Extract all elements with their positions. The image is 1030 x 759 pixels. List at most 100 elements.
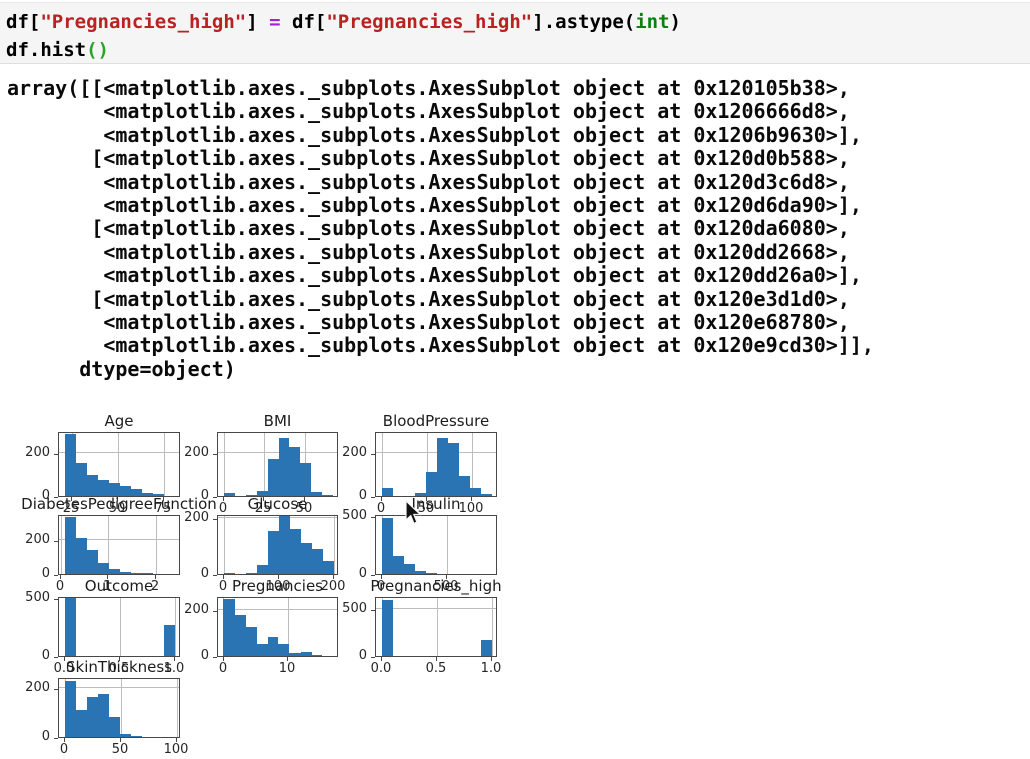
code-line[interactable]: df.hist() xyxy=(6,36,1030,64)
hist-bar xyxy=(257,491,268,496)
x-tick-label: 25 xyxy=(254,501,272,516)
hist-bar xyxy=(300,463,311,496)
y-tick-mark xyxy=(371,610,375,611)
y-tick-mark xyxy=(54,575,58,576)
hist-bar xyxy=(481,494,492,496)
hist-bar xyxy=(268,459,279,496)
hist-bar xyxy=(289,447,300,496)
gridline xyxy=(447,516,448,574)
subplot-title-outcome: Outcome xyxy=(84,577,154,595)
hist-bar xyxy=(290,529,301,574)
output-line: <matplotlib.axes._subplots.AxesSubplot o… xyxy=(7,99,850,124)
gridline xyxy=(72,433,73,496)
x-tick-mark xyxy=(223,657,224,661)
code-token: df.hist xyxy=(6,39,87,61)
subplot-title-skinthickness: SkinThickness xyxy=(65,658,173,676)
y-tick-label: 500 xyxy=(342,601,367,616)
code-token: df[ xyxy=(6,11,41,33)
subplot-title-bloodpressure: BloodPressure xyxy=(382,412,490,430)
gridline xyxy=(118,433,119,496)
output-line: <matplotlib.axes._subplots.AxesSubplot o… xyxy=(7,169,850,194)
subplot-skinthickness xyxy=(58,678,180,738)
y-tick-mark xyxy=(213,497,217,498)
x-tick-mark xyxy=(64,657,65,661)
y-tick-label: 500 xyxy=(342,508,367,523)
x-tick-label: 200 xyxy=(320,579,346,594)
hist-bar xyxy=(235,615,246,656)
hist-bar xyxy=(393,556,404,574)
hist-bar xyxy=(415,493,426,496)
gridline xyxy=(59,539,179,540)
hist-bar xyxy=(268,637,278,656)
hist-bar xyxy=(131,736,142,737)
hist-bar xyxy=(76,463,87,496)
x-tick-mark xyxy=(333,575,334,579)
gridline xyxy=(59,687,179,688)
hist-bar xyxy=(98,480,109,496)
gridline xyxy=(121,679,122,737)
code-line[interactable]: df["Pregnancies_high"] = df["Pregnancies… xyxy=(6,8,1030,36)
x-tick-mark xyxy=(120,738,121,742)
y-tick-mark xyxy=(213,611,217,612)
hist-bar xyxy=(459,476,470,496)
subplot-pregnancies-high xyxy=(375,597,497,657)
output-line: <matplotlib.axes._subplots.AxesSubplot o… xyxy=(7,239,850,264)
hist-bar xyxy=(76,538,87,574)
gridline xyxy=(218,452,337,453)
gridline xyxy=(305,433,306,496)
hist-bar xyxy=(98,563,109,574)
x-tick-mark xyxy=(426,497,427,501)
subplot-age xyxy=(58,432,180,497)
gridline xyxy=(427,433,428,496)
x-tick-mark xyxy=(491,657,492,661)
hist-bar xyxy=(109,717,120,737)
y-tick-label: 200 xyxy=(25,445,50,460)
y-tick-mark xyxy=(54,497,58,498)
subplot-title-bmi: BMI xyxy=(263,412,292,430)
y-tick-mark xyxy=(54,599,58,600)
y-tick-label: 0 xyxy=(358,488,367,503)
x-tick-mark xyxy=(176,738,177,742)
y-tick-mark xyxy=(213,519,217,520)
x-tick-label: 50 xyxy=(108,501,126,516)
hist-bar xyxy=(382,488,393,496)
y-tick-label: 0 xyxy=(41,488,50,503)
output-line: [<matplotlib.axes._subplots.AxesSubplot … xyxy=(7,286,850,311)
x-tick-label: 0 xyxy=(59,742,69,757)
y-tick-mark xyxy=(54,657,58,658)
y-tick-label: 0 xyxy=(41,566,50,581)
x-tick-label: 75 xyxy=(154,501,172,516)
y-tick-mark xyxy=(54,689,58,690)
output-line: <matplotlib.axes._subplots.AxesSubplot o… xyxy=(7,263,862,288)
hist-bar xyxy=(426,573,437,574)
x-tick-label: 0.0 xyxy=(53,661,75,676)
gridline xyxy=(223,598,224,656)
subplot-glucose xyxy=(217,515,338,575)
y-tick-label: 0 xyxy=(358,648,367,663)
gridline xyxy=(218,609,337,610)
subplot-bloodpressure xyxy=(375,432,497,497)
hist-bar xyxy=(120,572,131,574)
x-tick-mark xyxy=(304,497,305,501)
code-cell[interactable]: df["Pregnancies_high"] = df["Pregnancies… xyxy=(0,2,1030,64)
hist-bar xyxy=(437,438,448,496)
subplot-insulin xyxy=(375,515,497,575)
subplot-title-insulin: Insulin xyxy=(411,495,461,513)
hist-bar xyxy=(257,565,268,574)
hist-bar xyxy=(246,573,257,574)
gridline xyxy=(224,433,225,496)
subplot-outcome xyxy=(58,597,180,657)
gridline xyxy=(264,433,265,496)
gridline xyxy=(175,598,176,656)
subplot-title-diabetespedigreefunction: DiabetesPedigreeFunction xyxy=(21,495,217,513)
hist-bar xyxy=(65,598,76,656)
y-tick-mark xyxy=(371,575,375,576)
y-tick-mark xyxy=(54,454,58,455)
gridline xyxy=(382,598,383,656)
gridline xyxy=(59,452,179,453)
gridline xyxy=(492,598,493,656)
subplot-title-age: Age xyxy=(104,412,134,430)
gridline xyxy=(65,598,66,656)
code-editor[interactable]: df["Pregnancies_high"] = df["Pregnancies… xyxy=(0,3,1030,64)
